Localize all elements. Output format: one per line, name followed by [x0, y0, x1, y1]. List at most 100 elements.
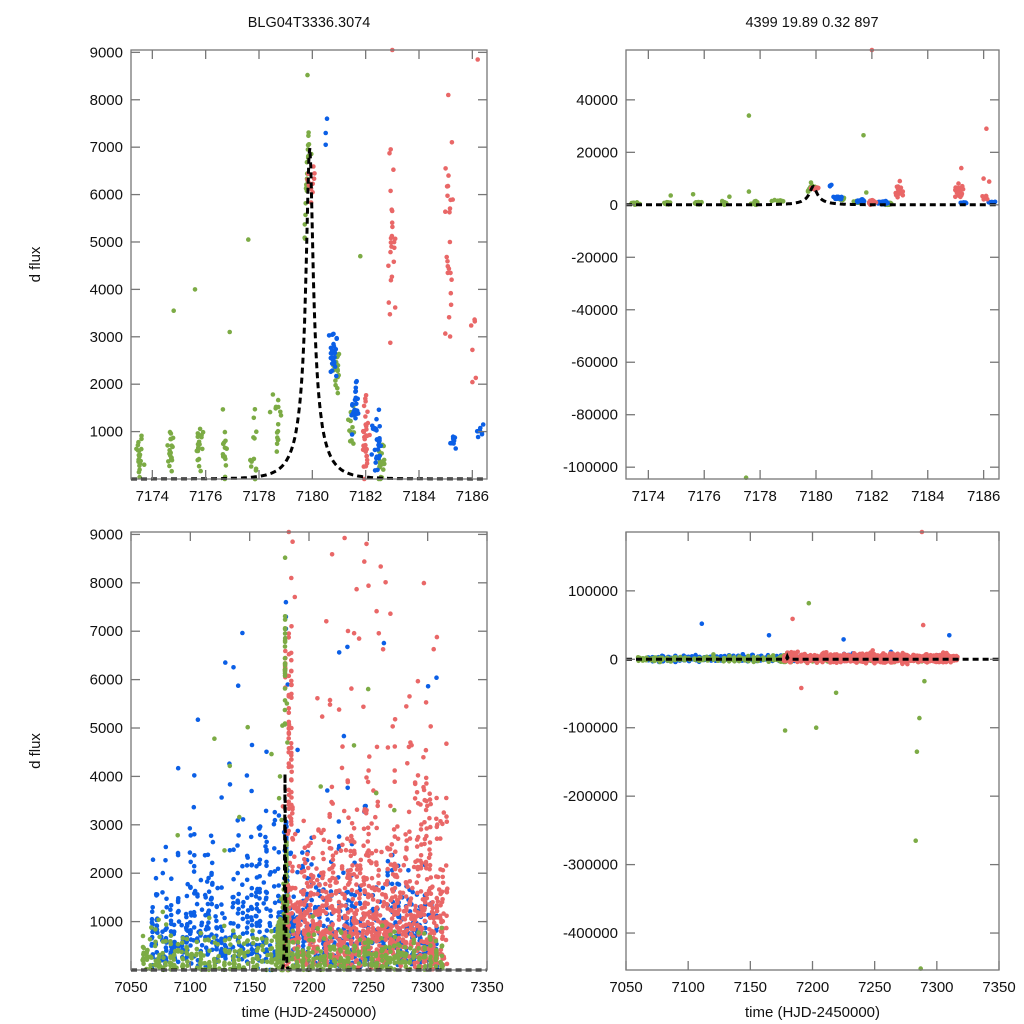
data-point-red — [440, 821, 445, 827]
data-point-green — [294, 946, 300, 952]
data-point-red — [312, 171, 317, 176]
data-point-red — [403, 856, 409, 862]
data-point-green — [196, 463, 202, 469]
y-tick-label: 0 — [610, 197, 618, 214]
data-point-red — [354, 908, 360, 913]
data-point-green — [306, 950, 312, 955]
data-point-green — [227, 763, 233, 769]
data-point-red — [428, 724, 434, 729]
data-point-green — [254, 962, 260, 968]
data-point-red — [409, 742, 414, 748]
data-point-red — [336, 899, 342, 905]
data-point-red — [416, 873, 421, 879]
data-point-blue — [374, 416, 379, 422]
data-point-blue — [859, 197, 865, 202]
data-point-green — [438, 959, 444, 965]
data-point-blue — [230, 904, 235, 910]
data-point-green — [306, 130, 311, 135]
data-point-green — [379, 963, 385, 969]
data-point-blue — [206, 889, 212, 894]
data-point-green — [171, 308, 176, 314]
x-tick-label: 7100 — [174, 979, 207, 996]
data-point-red — [400, 937, 406, 942]
data-point-red — [317, 938, 322, 943]
data-point-red — [388, 611, 393, 616]
data-point-red — [286, 635, 292, 640]
data-point-red — [362, 889, 368, 895]
data-point-green — [307, 954, 312, 959]
data-point-red — [358, 857, 364, 863]
data-point-green — [198, 468, 203, 474]
data-point-red — [440, 874, 446, 880]
data-point-red — [301, 818, 307, 824]
data-point-green — [169, 468, 174, 474]
data-point-green — [135, 448, 141, 453]
data-point-red — [412, 796, 418, 801]
data-point-red — [445, 259, 450, 264]
x-tick-label: 7174 — [136, 488, 169, 505]
data-point-blue — [267, 872, 273, 877]
data-point-red — [444, 961, 450, 967]
data-point-blue — [176, 919, 182, 924]
data-point-red — [444, 184, 450, 189]
data-point-red — [340, 744, 345, 749]
data-point-green — [282, 698, 288, 703]
data-point-red — [333, 850, 339, 855]
data-point-blue — [374, 428, 379, 433]
data-point-red — [337, 888, 342, 893]
data-point-red — [900, 193, 906, 198]
data-point-green — [380, 923, 385, 928]
data-point-red — [434, 816, 439, 822]
data-point-red — [361, 936, 367, 942]
data-point-red — [373, 848, 379, 854]
data-point-blue — [323, 130, 329, 136]
data-point-green — [227, 936, 232, 942]
data-point-blue — [336, 819, 342, 824]
data-point-blue — [373, 460, 379, 465]
data-point-red — [286, 710, 292, 715]
data-point-green — [422, 945, 427, 950]
data-point-red — [422, 900, 428, 905]
data-point-green — [138, 458, 143, 464]
data-point-red — [347, 877, 353, 882]
data-point-red — [437, 913, 443, 919]
data-point-green — [317, 962, 323, 967]
data-point-red — [378, 564, 384, 569]
data-point-red — [289, 764, 294, 769]
data-point-blue — [256, 909, 262, 914]
data-point-blue — [164, 914, 169, 919]
data-point-red — [431, 646, 437, 652]
data-point-blue — [268, 908, 273, 913]
data-point-green — [156, 917, 161, 923]
data-point-green — [227, 961, 232, 966]
panel-bottom-right: 7050 7100 7150 7200 7250 7300 7350-400000-3000… — [563, 529, 1016, 1021]
data-point-blue — [257, 923, 263, 929]
data-point-red — [449, 140, 455, 145]
data-point-blue — [153, 892, 159, 897]
data-point-red — [364, 433, 369, 438]
data-point-green — [260, 943, 265, 949]
data-point-green — [422, 931, 427, 936]
data-point-green — [428, 936, 433, 941]
data-point-green — [242, 954, 247, 959]
y-tick-label: 8000 — [90, 92, 123, 109]
data-point-blue — [263, 889, 269, 895]
data-point-red — [327, 845, 333, 851]
data-point-red — [374, 910, 379, 915]
data-point-red — [293, 885, 298, 891]
data-point-red — [336, 917, 342, 922]
data-point-blue — [264, 839, 270, 845]
data-point-red — [374, 825, 380, 831]
data-point-blue — [175, 899, 181, 905]
data-point-red — [369, 921, 375, 927]
data-point-blue — [329, 368, 335, 374]
data-point-green — [808, 180, 814, 185]
data-point-red — [427, 862, 433, 868]
data-point-blue — [271, 821, 277, 827]
data-point-green — [260, 958, 265, 964]
data-point-red — [391, 259, 397, 265]
data-point-green — [250, 959, 256, 965]
data-point-red — [366, 768, 371, 773]
data-point-red — [292, 594, 298, 600]
data-point-red — [290, 835, 295, 841]
